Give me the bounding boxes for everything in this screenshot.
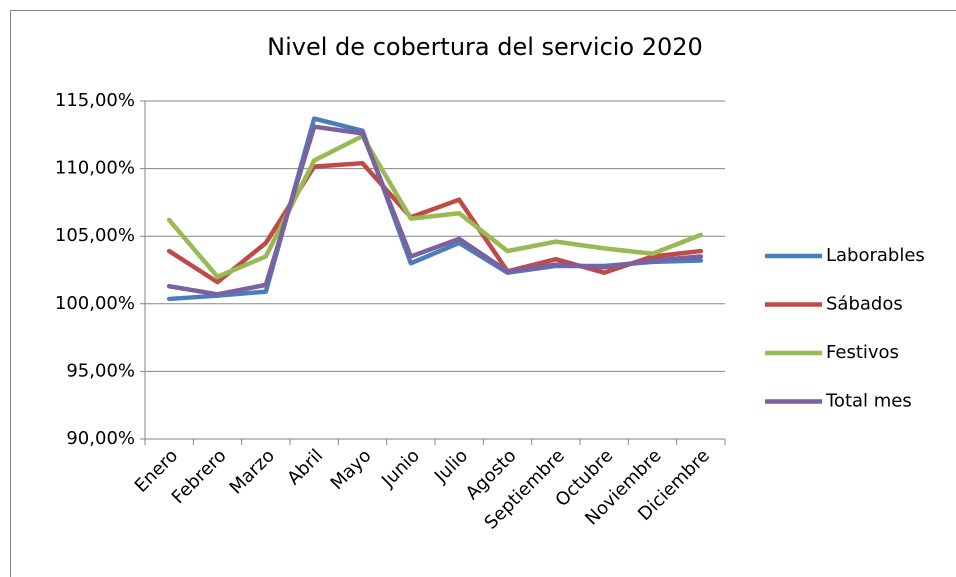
- y-tick-label: 115,00%: [55, 90, 135, 111]
- y-tick-label: 110,00%: [55, 158, 135, 179]
- legend-label: Laborables: [826, 245, 925, 266]
- y-tick-label: 90,00%: [66, 428, 135, 449]
- y-tick-label: 105,00%: [55, 225, 135, 246]
- series-line: [166, 133, 704, 280]
- legend-label: Total mes: [825, 391, 912, 412]
- y-tick-label: 95,00%: [66, 360, 135, 381]
- legend-label: Festivos: [826, 342, 899, 363]
- y-tick-label: 100,00%: [55, 293, 135, 314]
- chart-title: Nivel de cobertura del servicio 2020: [267, 33, 703, 61]
- legend-label: Sábados: [826, 294, 903, 315]
- series-line: [166, 124, 704, 297]
- chart-border: [10, 10, 956, 577]
- series-line: [166, 160, 704, 285]
